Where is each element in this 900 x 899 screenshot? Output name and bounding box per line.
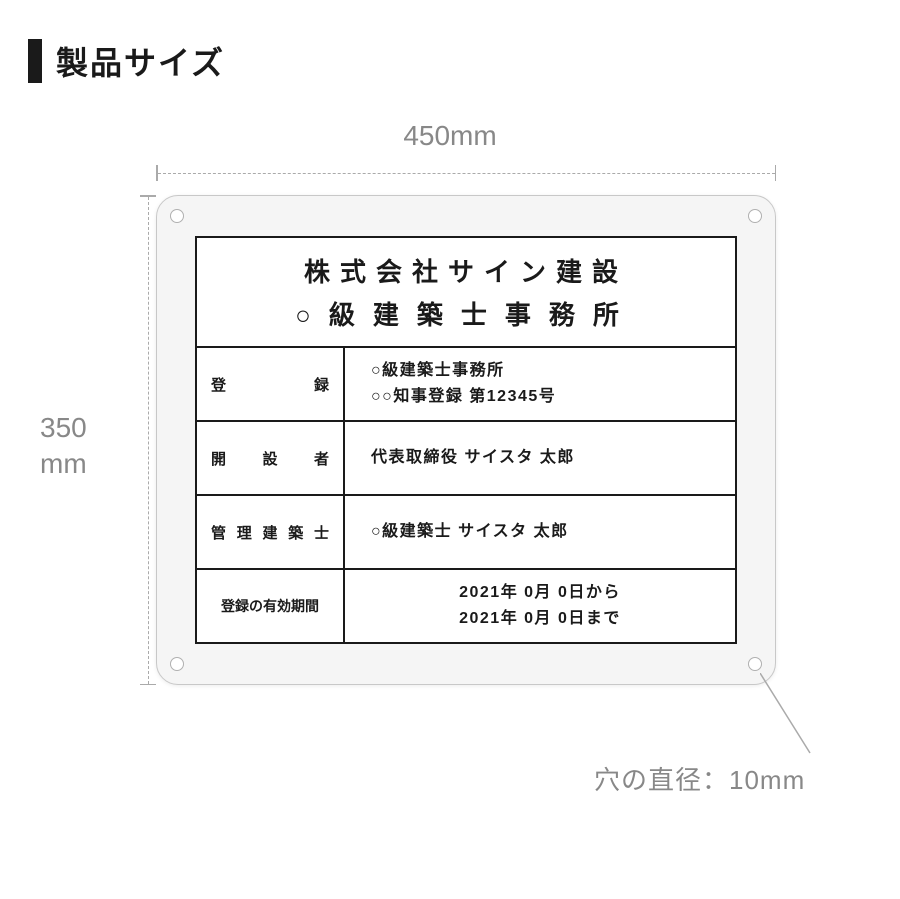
plate-container: 株式会社サイン建設 ○級建築士事務所 登録○級建築士事務所○○知事登録 第123… [156, 195, 776, 685]
plate-hole-bottom-right [748, 657, 762, 671]
height-dimension-label: 350 mm [40, 410, 87, 483]
plate-header-line2: ○級建築士事務所 [295, 295, 637, 332]
plate-row-label: 管理建築士 [197, 496, 345, 568]
plate-row: 登録○級建築士事務所○○知事登録 第12345号 [197, 348, 735, 422]
dim-tick [775, 165, 777, 181]
dim-line [148, 197, 149, 684]
plate-row-value: ○級建築士 サイスタ 太郎 [345, 496, 735, 568]
dim-line [158, 173, 775, 174]
plate-hole-bottom-left [170, 657, 184, 671]
plate-row-label: 開設者 [197, 422, 345, 494]
plate-row-value: 代表取締役 サイスタ 太郎 [345, 422, 735, 494]
plate-header-line1: 株式会社サイン建設 [304, 252, 628, 289]
plate-row: 開設者代表取締役 サイスタ 太郎 [197, 422, 735, 496]
section-title-text: 製品サイズ [56, 38, 225, 84]
width-dimension-line [156, 165, 776, 181]
plate-row-label: 登録 [197, 348, 345, 420]
section-title: 製品サイズ [28, 38, 225, 84]
hole-diameter-label: 穴の直径：10mm [594, 760, 805, 797]
plate-row-value: 2021年 0月 0日から2021年 0月 0日まで [345, 570, 735, 642]
plate-header: 株式会社サイン建設 ○級建築士事務所 [197, 238, 735, 348]
section-title-bar [28, 39, 42, 83]
plate-hole-top-left [170, 209, 184, 223]
plate: 株式会社サイン建設 ○級建築士事務所 登録○級建築士事務所○○知事登録 第123… [156, 195, 776, 685]
plate-hole-top-right [748, 209, 762, 223]
dim-tick [140, 684, 156, 686]
height-dimension-line [140, 195, 156, 685]
plate-table: 株式会社サイン建設 ○級建築士事務所 登録○級建築士事務所○○知事登録 第123… [195, 236, 737, 644]
height-dimension-unit: mm [40, 448, 87, 479]
height-dimension-num: 350 [40, 412, 87, 443]
plate-row: 管理建築士○級建築士 サイスタ 太郎 [197, 496, 735, 570]
plate-row: 登録の有効期間2021年 0月 0日から2021年 0月 0日まで [197, 570, 735, 642]
plate-rows: 登録○級建築士事務所○○知事登録 第12345号開設者代表取締役 サイスタ 太郎… [197, 348, 735, 642]
plate-row-label: 登録の有効期間 [197, 570, 345, 642]
plate-row-value: ○級建築士事務所○○知事登録 第12345号 [345, 348, 735, 420]
width-dimension-label: 450mm [403, 120, 496, 152]
